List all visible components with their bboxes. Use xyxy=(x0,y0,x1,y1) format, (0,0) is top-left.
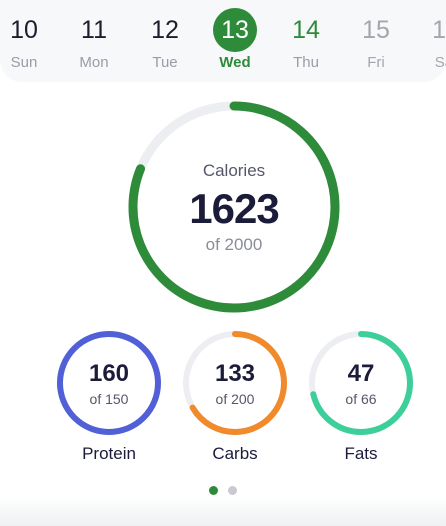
macro-protein[interactable]: 160 of 150 Protein xyxy=(55,329,163,464)
carbs-center: 133 of 200 xyxy=(181,329,289,437)
protein-goal: of 150 xyxy=(89,391,129,407)
day-name: Thu xyxy=(293,54,319,71)
fats-label: Fats xyxy=(344,444,378,463)
day-wed-selected[interactable]: 13 Wed xyxy=(205,8,265,71)
day-name: Wed xyxy=(219,54,251,71)
day-name: Sun xyxy=(10,54,38,71)
day-number: 12 xyxy=(151,16,179,44)
protein-center: 160 of 150 xyxy=(55,329,163,437)
day-name: Sat xyxy=(434,54,446,71)
day-fri[interactable]: 15 Fri xyxy=(346,8,406,71)
protein-label: Protein xyxy=(82,444,136,463)
day-number: 16 xyxy=(432,16,446,44)
calories-label: Calories xyxy=(202,161,266,180)
protein-ring-arc xyxy=(57,331,161,435)
macro-fats[interactable]: 47 of 66 Fats xyxy=(307,329,415,464)
day-name: Tue xyxy=(152,54,178,71)
fats-progress-ring xyxy=(309,331,413,435)
day-number: 13 xyxy=(213,8,257,52)
page-dot-2[interactable] xyxy=(228,486,237,495)
carbs-value: 133 xyxy=(214,360,256,387)
calories-value: 1623 xyxy=(189,185,279,232)
day-sun[interactable]: 10 Sun xyxy=(0,8,54,71)
calorie-ring-arc xyxy=(128,101,340,313)
fats-goal: of 66 xyxy=(345,391,377,407)
carbs-progress-ring xyxy=(183,331,287,435)
protein-value: 160 xyxy=(88,360,130,387)
day-mon[interactable]: 11 Mon xyxy=(64,8,124,71)
carbs-ring-arc xyxy=(183,331,287,435)
bottom-edge-shadow xyxy=(0,496,446,526)
carbs-goal: of 200 xyxy=(215,391,255,407)
fats-center: 47 of 66 xyxy=(307,329,415,437)
page-dot-1[interactable] xyxy=(209,486,218,495)
fats-value: 47 xyxy=(347,360,375,387)
calorie-summary[interactable]: Calories 1623 of 2000 xyxy=(128,101,340,313)
carbs-label: Carbs xyxy=(212,444,258,463)
macro-carbs[interactable]: 133 of 200 Carbs xyxy=(181,329,289,464)
day-tue[interactable]: 12 Tue xyxy=(135,8,195,71)
fats-ring-arc xyxy=(309,331,413,435)
calorie-progress-ring xyxy=(128,101,340,313)
day-name: Fri xyxy=(367,54,385,71)
day-number: 11 xyxy=(81,16,107,44)
day-name: Mon xyxy=(79,54,109,71)
protein-progress-ring xyxy=(57,331,161,435)
page-indicator xyxy=(0,486,446,495)
day-sat[interactable]: 16 Sat xyxy=(416,8,446,71)
day-number: 10 xyxy=(10,16,38,44)
day-number: 15 xyxy=(362,16,390,44)
calories-goal: of 2000 xyxy=(205,235,263,254)
day-number: 14 xyxy=(292,16,320,44)
date-strip: 10 Sun 11 Mon 12 Tue 13 Wed 14 Thu 15 Fr… xyxy=(0,0,446,82)
day-thu[interactable]: 14 Thu xyxy=(276,8,336,71)
